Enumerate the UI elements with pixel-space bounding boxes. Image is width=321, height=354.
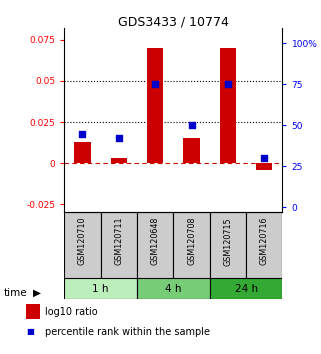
Text: time: time [3,288,27,298]
Bar [74,142,91,163]
Bar [173,212,210,278]
Bar [110,158,127,163]
Text: log10 ratio: log10 ratio [45,307,98,316]
Point [262,155,267,161]
Bar [246,212,282,278]
Text: GSM120648: GSM120648 [151,217,160,266]
Bar [210,212,246,278]
Text: ■: ■ [27,327,34,336]
Text: GDS3433 / 10774: GDS3433 / 10774 [118,16,229,29]
Point [80,131,85,136]
Bar [256,163,273,170]
Bar [210,278,282,299]
Text: percentile rank within the sample: percentile rank within the sample [45,327,210,337]
Bar [147,48,163,163]
Bar [100,212,137,278]
Bar [183,138,200,163]
Bar [64,278,137,299]
Bar [137,278,210,299]
Text: ▶: ▶ [33,288,41,298]
Point [225,81,230,87]
Point [152,81,158,87]
Bar [137,212,173,278]
Text: 24 h: 24 h [235,284,258,293]
Text: GSM120711: GSM120711 [114,217,123,266]
Point [189,122,194,128]
Text: GSM120715: GSM120715 [223,217,232,266]
Bar [64,212,100,278]
Text: GSM120708: GSM120708 [187,217,196,266]
Text: GSM120710: GSM120710 [78,217,87,266]
Text: 4 h: 4 h [165,284,182,293]
Text: GSM120716: GSM120716 [260,217,269,266]
Point [116,136,121,141]
Bar [220,48,236,163]
Text: 1 h: 1 h [92,284,109,293]
